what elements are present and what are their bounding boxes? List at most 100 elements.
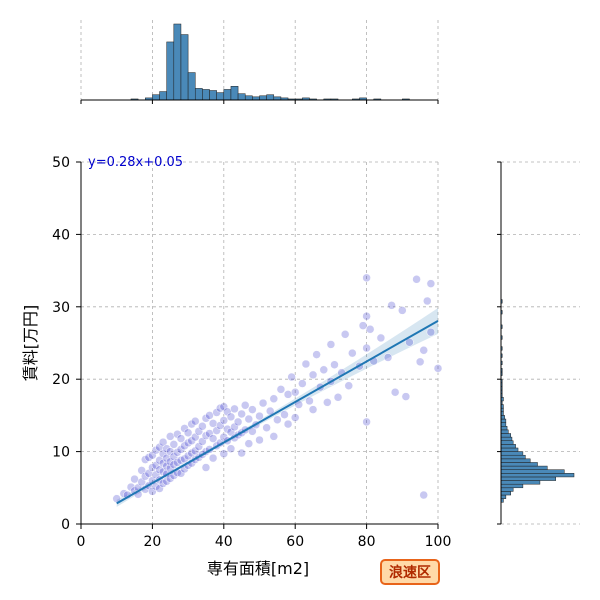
scatter-point-145	[326, 340, 336, 349]
scatter-point-95	[219, 432, 229, 442]
right-hist-bar-13	[500, 451, 524, 456]
scatter-point-1	[119, 489, 129, 498]
scatter-point-154	[362, 417, 371, 427]
top-hist-bar-5	[152, 94, 160, 101]
regression-equation: y=0.28x+0.05	[88, 155, 183, 170]
scatter-point-155	[362, 343, 371, 353]
y-tick-label-10: 10	[52, 445, 70, 461]
scatter-point-122	[262, 423, 271, 432]
scatter-point-28	[155, 443, 164, 452]
scatter-point-58	[180, 441, 189, 451]
scatter-point-77	[198, 422, 207, 431]
scatter-point-128	[280, 410, 289, 419]
scatter-point-113	[240, 401, 250, 410]
scatter-point-27	[155, 456, 164, 465]
regression-line-group	[116, 320, 439, 505]
scatter-point-162	[387, 301, 396, 310]
marginal-y-histogram	[497, 161, 580, 525]
right-hist-bar-4	[500, 483, 524, 489]
scatter-point-100	[223, 407, 232, 417]
scatter-point-50	[173, 448, 182, 457]
scatter-point-94	[219, 449, 229, 459]
scatter-point-103	[226, 412, 236, 422]
scatter-point-43	[166, 432, 175, 441]
scatter-point-74	[194, 427, 204, 436]
scatter-point-158	[365, 324, 375, 334]
scatter-point-21	[151, 470, 161, 480]
scatter-point-124	[269, 432, 279, 441]
scatter-point-51	[173, 429, 182, 439]
scatter-point-16	[148, 487, 157, 496]
y-tick-label-20: 20	[52, 372, 70, 388]
right-hist-bar-7	[500, 473, 575, 478]
x-tick-label-80: 80	[358, 534, 376, 550]
scatter-point-73	[194, 442, 204, 451]
y-tick-label-40: 40	[52, 227, 70, 243]
scatter-point-137	[305, 396, 314, 406]
scatter-point-117	[248, 405, 257, 414]
scatter-point-63	[183, 428, 193, 438]
scatter-point-71	[190, 416, 200, 426]
right-hist-bar-22	[500, 418, 507, 423]
scatter-point-93	[215, 403, 225, 413]
x-tick-label-20: 20	[143, 534, 161, 550]
scatter-point-130	[283, 390, 293, 399]
right-hist-bar-1	[500, 494, 507, 499]
district-badge: 浪速区	[380, 559, 440, 585]
scatter-point-114	[244, 439, 254, 448]
regression-line	[116, 320, 439, 505]
scatter-point-136	[301, 359, 311, 369]
top-hist-bar-6	[159, 91, 167, 101]
right-hist-bar-5	[500, 480, 541, 485]
scatter-point-132	[290, 413, 300, 422]
x-tick-label-0: 0	[77, 534, 86, 550]
scatter-point-83	[205, 429, 214, 438]
scatter-point-67	[187, 419, 196, 429]
scatter-point-78	[201, 463, 211, 472]
right-hist-bar-21	[500, 422, 507, 427]
scatter-point-126	[273, 415, 282, 424]
right-hist-bar-11	[500, 458, 531, 463]
scatter-point-139	[308, 370, 318, 380]
scatter-point-125	[269, 394, 279, 403]
x-tick-label-100: 100	[425, 534, 452, 550]
scatter-point-47	[169, 440, 179, 449]
scatter-point-41	[166, 457, 175, 466]
top-hist-bar-8	[173, 23, 182, 101]
scatter-point-32	[158, 449, 168, 459]
right-hist-bar-9	[500, 465, 548, 470]
right-hist-bar-6	[500, 476, 556, 481]
top-hist-bar-12	[202, 89, 210, 101]
scatter-point-61	[183, 451, 193, 461]
right-hist-bar-16	[500, 440, 514, 445]
scatter-point-3	[126, 482, 136, 492]
top-hist-bar-11	[194, 88, 203, 101]
top-hist-bar-13	[209, 90, 217, 101]
scatter-point-135	[298, 379, 307, 388]
scatter-point-171	[423, 296, 432, 306]
scatter-point-150	[344, 381, 353, 390]
scatter-point-168	[415, 357, 425, 367]
scatter-point-153	[358, 321, 368, 330]
scatter-point-121	[258, 398, 268, 408]
scatter-point-86	[208, 434, 218, 443]
scatter-point-59	[180, 424, 189, 433]
scatter-point-115	[244, 414, 254, 424]
scatter-point-54	[176, 445, 186, 454]
right-hist-bar-14	[500, 447, 519, 452]
main-axes: 0 20 40 60 80 100 0 10 20 30 40 50	[52, 155, 451, 550]
top-hist-bar-21	[266, 94, 275, 101]
scatter-point-66	[187, 436, 196, 445]
right-hist-bar-19	[500, 429, 509, 434]
scatter-point-131	[287, 372, 296, 382]
scatter-points	[112, 273, 443, 503]
top-hist-bar-16	[230, 86, 239, 101]
y-tick-label-30: 30	[52, 300, 70, 316]
scatter-point-96	[219, 416, 229, 425]
y-tick-label-50: 50	[52, 155, 70, 171]
top-hist-bar-18	[244, 95, 253, 101]
x-tick-label-40: 40	[215, 534, 233, 550]
scatter-point-169	[419, 490, 428, 500]
scatter-point-101	[226, 444, 236, 453]
scatter-point-146	[330, 360, 339, 369]
